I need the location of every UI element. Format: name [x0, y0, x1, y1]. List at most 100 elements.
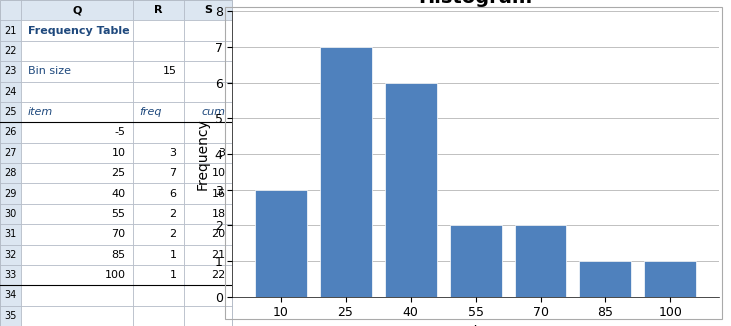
- Bar: [132, 41, 183, 61]
- Bar: [254, 190, 306, 297]
- Text: 10: 10: [211, 168, 225, 178]
- Text: 31: 31: [4, 229, 17, 239]
- Text: Q: Q: [72, 5, 81, 15]
- Bar: [0, 82, 21, 102]
- Text: 100: 100: [105, 270, 126, 280]
- Text: 18: 18: [211, 209, 225, 219]
- Text: 20: 20: [211, 229, 225, 239]
- Text: 55: 55: [112, 209, 126, 219]
- Bar: [0, 183, 21, 204]
- Bar: [132, 102, 183, 122]
- Text: 2: 2: [170, 209, 177, 219]
- Bar: [0, 122, 21, 143]
- Text: 22: 22: [211, 270, 225, 280]
- Bar: [0, 20, 21, 41]
- Y-axis label: Frequency: Frequency: [195, 118, 209, 190]
- Bar: [21, 61, 132, 82]
- Bar: [0, 265, 21, 285]
- Bar: [132, 183, 183, 204]
- Bar: [21, 0, 132, 20]
- Bar: [0, 61, 21, 82]
- Text: 30: 30: [4, 209, 17, 219]
- Bar: [21, 122, 132, 143]
- Bar: [645, 261, 697, 297]
- Bar: [183, 41, 232, 61]
- Text: Bin size: Bin size: [28, 66, 71, 76]
- Bar: [132, 204, 183, 224]
- Text: 23: 23: [4, 66, 17, 76]
- Text: 22: 22: [4, 46, 17, 56]
- Text: freq: freq: [140, 107, 162, 117]
- Bar: [183, 20, 232, 41]
- Bar: [21, 285, 132, 306]
- Bar: [21, 41, 132, 61]
- Bar: [21, 20, 132, 41]
- Bar: [132, 224, 183, 244]
- Text: 40: 40: [111, 188, 126, 199]
- Text: R: R: [154, 5, 162, 15]
- Text: -5: -5: [115, 127, 126, 138]
- Bar: [132, 82, 183, 102]
- Bar: [21, 204, 132, 224]
- Text: 1: 1: [170, 270, 177, 280]
- Bar: [21, 82, 132, 102]
- Text: 35: 35: [4, 311, 17, 321]
- Text: S: S: [204, 5, 212, 15]
- Text: 21: 21: [4, 25, 17, 36]
- Bar: [132, 163, 183, 183]
- Text: 32: 32: [4, 250, 17, 260]
- Bar: [0, 285, 21, 306]
- Text: 26: 26: [4, 127, 17, 138]
- Bar: [132, 265, 183, 285]
- Text: 7: 7: [170, 168, 177, 178]
- Bar: [132, 61, 183, 82]
- Text: 1: 1: [170, 250, 177, 260]
- Bar: [0, 224, 21, 244]
- Bar: [21, 163, 132, 183]
- Text: 21: 21: [211, 250, 225, 260]
- Bar: [132, 0, 183, 20]
- Bar: [183, 285, 232, 306]
- Bar: [183, 224, 232, 244]
- Bar: [0, 306, 21, 326]
- Bar: [183, 0, 232, 20]
- Bar: [450, 225, 501, 297]
- Bar: [0, 102, 21, 122]
- Text: 27: 27: [4, 148, 17, 158]
- Text: 10: 10: [112, 148, 126, 158]
- Bar: [319, 47, 371, 297]
- Bar: [132, 20, 183, 41]
- Bar: [183, 143, 232, 163]
- Text: 29: 29: [4, 188, 17, 199]
- Bar: [0, 244, 21, 265]
- Text: cum: cum: [202, 107, 225, 117]
- Bar: [21, 306, 132, 326]
- Bar: [132, 244, 183, 265]
- Bar: [21, 244, 132, 265]
- Bar: [0, 41, 21, 61]
- Text: 70: 70: [111, 229, 126, 239]
- Bar: [183, 244, 232, 265]
- Text: 15: 15: [163, 66, 177, 76]
- Bar: [132, 285, 183, 306]
- Bar: [580, 261, 632, 297]
- X-axis label: Bin: Bin: [464, 325, 487, 326]
- Bar: [21, 265, 132, 285]
- Text: 2: 2: [170, 229, 177, 239]
- Bar: [0, 163, 21, 183]
- Bar: [183, 163, 232, 183]
- Bar: [183, 265, 232, 285]
- Text: 16: 16: [211, 188, 225, 199]
- Bar: [0, 143, 21, 163]
- Bar: [515, 225, 567, 297]
- Text: Frequency Table: Frequency Table: [28, 25, 129, 36]
- Text: 24: 24: [4, 87, 17, 97]
- Text: item: item: [28, 107, 53, 117]
- Bar: [385, 83, 436, 297]
- Bar: [183, 122, 232, 143]
- Bar: [132, 143, 183, 163]
- Bar: [21, 102, 132, 122]
- Bar: [132, 306, 183, 326]
- Text: 85: 85: [111, 250, 126, 260]
- Bar: [132, 122, 183, 143]
